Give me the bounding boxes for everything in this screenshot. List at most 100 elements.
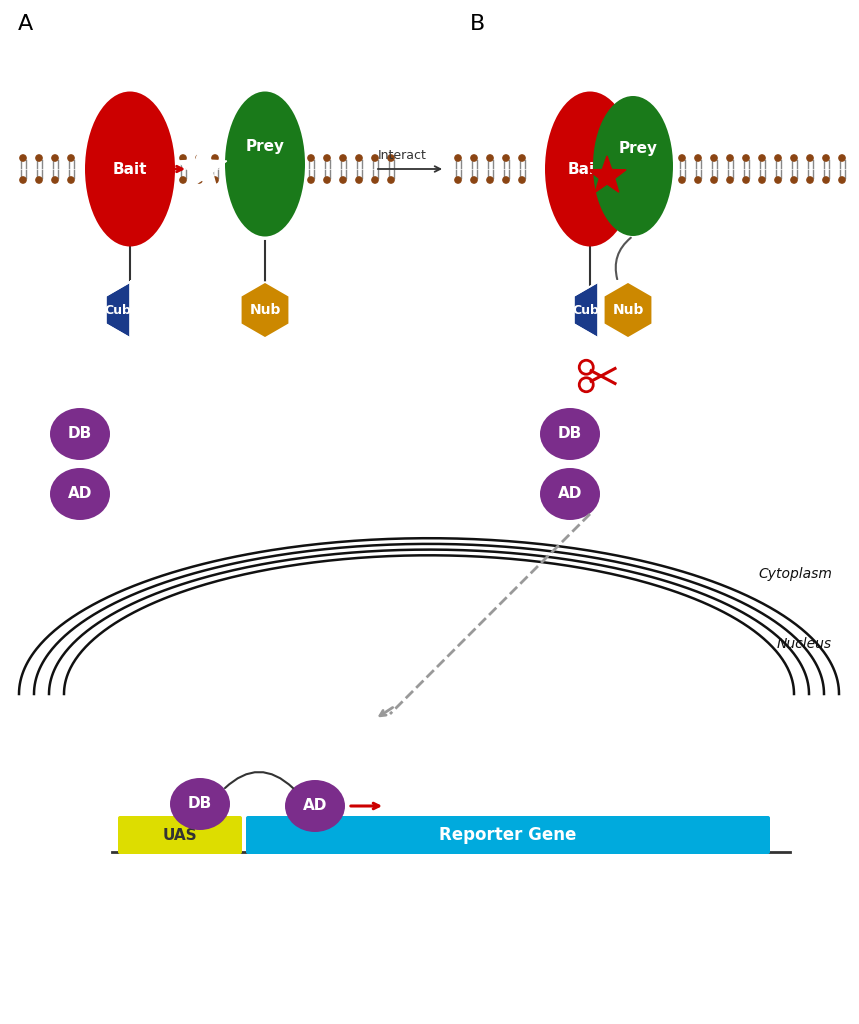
Circle shape	[471, 177, 477, 183]
Text: AD: AD	[303, 799, 327, 813]
Bar	[130, 280, 162, 340]
Circle shape	[308, 177, 314, 183]
FancyBboxPatch shape	[246, 816, 770, 854]
Ellipse shape	[540, 408, 600, 460]
Circle shape	[20, 155, 26, 161]
Polygon shape	[588, 156, 626, 193]
Circle shape	[68, 155, 74, 161]
Circle shape	[743, 177, 749, 183]
Circle shape	[487, 177, 493, 183]
Ellipse shape	[50, 408, 110, 460]
Circle shape	[212, 177, 218, 183]
Circle shape	[695, 155, 701, 161]
Ellipse shape	[225, 91, 305, 237]
Circle shape	[212, 155, 218, 161]
Ellipse shape	[540, 468, 600, 520]
Circle shape	[455, 177, 461, 183]
Circle shape	[196, 155, 202, 161]
Text: DB: DB	[557, 427, 582, 441]
Circle shape	[180, 155, 186, 161]
Circle shape	[340, 155, 346, 161]
Circle shape	[52, 177, 58, 183]
Circle shape	[356, 177, 362, 183]
Ellipse shape	[285, 780, 345, 831]
Ellipse shape	[545, 91, 635, 247]
Text: B: B	[470, 14, 485, 34]
Text: DB: DB	[188, 797, 212, 811]
Ellipse shape	[593, 96, 673, 236]
Text: Nucleus: Nucleus	[777, 637, 832, 651]
Text: AD: AD	[68, 486, 92, 502]
Circle shape	[775, 177, 781, 183]
Circle shape	[775, 155, 781, 161]
Circle shape	[487, 155, 493, 161]
Text: Interact: Interact	[378, 150, 427, 162]
Circle shape	[503, 177, 509, 183]
Text: DB: DB	[68, 427, 92, 441]
Circle shape	[180, 177, 186, 183]
Circle shape	[388, 177, 394, 183]
Circle shape	[711, 177, 717, 183]
Circle shape	[791, 155, 797, 161]
Text: Nub: Nub	[612, 303, 643, 317]
Circle shape	[52, 155, 58, 161]
Circle shape	[679, 155, 685, 161]
Circle shape	[519, 155, 525, 161]
Circle shape	[743, 155, 749, 161]
Circle shape	[20, 177, 26, 183]
Circle shape	[340, 177, 346, 183]
Polygon shape	[574, 282, 622, 338]
Text: Cytoplasm: Cytoplasm	[758, 567, 832, 581]
Circle shape	[324, 155, 330, 161]
Circle shape	[36, 155, 42, 161]
Circle shape	[372, 155, 378, 161]
Circle shape	[758, 177, 765, 183]
Circle shape	[36, 177, 42, 183]
Circle shape	[324, 177, 330, 183]
Text: Bait: Bait	[113, 162, 147, 176]
Circle shape	[791, 177, 797, 183]
Text: Cub: Cub	[572, 303, 599, 316]
Text: Cub: Cub	[104, 303, 131, 316]
Circle shape	[807, 177, 813, 183]
Circle shape	[758, 155, 765, 161]
Circle shape	[839, 177, 845, 183]
Text: Prey: Prey	[618, 140, 657, 156]
Polygon shape	[106, 282, 155, 338]
Circle shape	[68, 177, 74, 183]
Circle shape	[711, 155, 717, 161]
Ellipse shape	[170, 778, 230, 830]
Circle shape	[471, 155, 477, 161]
Circle shape	[519, 177, 525, 183]
Ellipse shape	[85, 91, 175, 247]
Text: Reporter Gene: Reporter Gene	[439, 826, 576, 844]
Text: Prey: Prey	[246, 138, 284, 154]
Circle shape	[839, 155, 845, 161]
Circle shape	[807, 155, 813, 161]
Text: AD: AD	[557, 486, 582, 502]
Circle shape	[455, 155, 461, 161]
Polygon shape	[604, 282, 652, 338]
Ellipse shape	[50, 468, 110, 520]
Circle shape	[388, 155, 394, 161]
FancyBboxPatch shape	[118, 816, 242, 854]
Circle shape	[356, 155, 362, 161]
Circle shape	[727, 177, 733, 183]
Circle shape	[308, 155, 314, 161]
Bar	[598, 280, 630, 340]
Text: UAS: UAS	[162, 827, 198, 843]
Circle shape	[196, 177, 202, 183]
Polygon shape	[241, 282, 289, 338]
Text: A: A	[18, 14, 34, 34]
Circle shape	[372, 177, 378, 183]
Circle shape	[727, 155, 733, 161]
Circle shape	[695, 177, 701, 183]
Circle shape	[503, 155, 509, 161]
Text: Nub: Nub	[249, 303, 281, 317]
FancyArrowPatch shape	[616, 238, 631, 280]
Text: Bait: Bait	[568, 162, 602, 176]
Circle shape	[679, 177, 685, 183]
Polygon shape	[177, 143, 227, 190]
Circle shape	[823, 177, 829, 183]
Circle shape	[823, 155, 829, 161]
